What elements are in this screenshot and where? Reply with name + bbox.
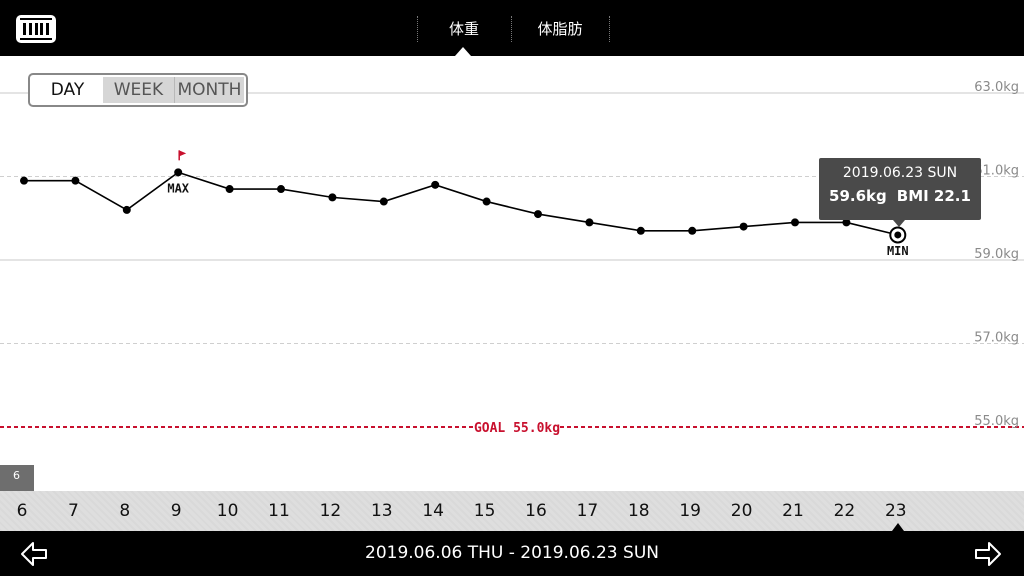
tooltip-date: 2019.06.23 SUN xyxy=(842,165,958,181)
x-tick-label[interactable]: 14 xyxy=(422,501,444,521)
data-point xyxy=(534,210,542,219)
data-point xyxy=(379,197,388,206)
x-tick-label[interactable]: 20 xyxy=(730,501,753,521)
top-bar: 体重 体脂肪 xyxy=(0,0,1024,56)
tab-weight[interactable]: 体重 xyxy=(448,19,479,38)
app-logo-icon[interactable] xyxy=(16,15,56,43)
data-point xyxy=(277,185,285,194)
period-week-button[interactable]: WEEK xyxy=(102,77,175,103)
weight-series-line xyxy=(24,171,898,236)
data-point xyxy=(431,180,440,189)
x-tick-label[interactable]: 16 xyxy=(525,501,547,521)
goal-label-bg xyxy=(474,418,560,435)
goal-label: GOAL 55.0kg xyxy=(474,421,560,436)
first-day-badge: 6 xyxy=(0,465,34,491)
x-tick-label[interactable]: 15 xyxy=(473,501,496,521)
data-point xyxy=(174,168,183,177)
tooltip-weight: 59.6kg xyxy=(829,187,887,205)
data-point xyxy=(739,222,748,231)
arrow-left-icon[interactable] xyxy=(20,541,48,567)
max-label: MAX xyxy=(167,181,189,195)
data-point xyxy=(585,218,594,227)
x-tick-label[interactable]: 22 xyxy=(833,501,856,521)
max-flag-icon xyxy=(179,150,187,157)
period-selector: DAY WEEK MONTH xyxy=(28,73,248,107)
x-tick-label[interactable]: 17 xyxy=(576,501,599,521)
tooltip-pointer xyxy=(893,220,905,227)
x-tick-label[interactable]: 23 xyxy=(884,501,907,521)
x-tick-label[interactable]: 21 xyxy=(782,501,804,521)
min-label: MIN xyxy=(887,244,909,258)
data-point xyxy=(636,226,645,235)
tab-bar: 体重 体脂肪 xyxy=(417,0,610,56)
x-tick-label[interactable]: 18 xyxy=(627,501,650,521)
data-point xyxy=(71,176,80,185)
y-tick-label: 59.0kg xyxy=(974,247,1019,262)
tab-separator xyxy=(609,16,610,42)
x-tick-label[interactable]: 19 xyxy=(679,501,701,521)
data-point xyxy=(688,226,697,235)
y-tick-label: 55.0kg xyxy=(974,414,1019,429)
data-point xyxy=(791,218,799,227)
selected-point-tooltip: 2019.06.23 SUN 59.6kg BMI 22.1 xyxy=(819,158,981,220)
bottom-bar: 2019.06.06 THU - 2019.06.23 SUN xyxy=(0,531,1024,576)
date-range-label: 2019.06.06 THU - 2019.06.23 SUN xyxy=(365,543,659,563)
x-tick-label[interactable]: 9 xyxy=(170,501,182,521)
x-tick-label[interactable]: 12 xyxy=(319,501,342,521)
arrow-right-icon[interactable] xyxy=(974,541,1002,567)
x-tick-label[interactable]: 13 xyxy=(370,501,393,521)
x-tick-label[interactable]: 10 xyxy=(216,501,239,521)
data-point xyxy=(482,197,491,206)
weight-chart: 63.0kg 61.0kg 59.0kg 57.0kg 55.0kg GOAL 55.0k… xyxy=(0,80,1024,436)
data-point xyxy=(225,185,234,194)
tab-separator xyxy=(511,16,512,42)
y-tick-label: 57.0kg xyxy=(974,331,1019,346)
x-tick-label[interactable]: 11 xyxy=(268,501,290,521)
data-point xyxy=(20,176,28,185)
tab-body-fat[interactable]: 体脂肪 xyxy=(537,19,583,38)
y-tick-label: 63.0kg xyxy=(974,80,1019,95)
tooltip-bmi: BMI 22.1 xyxy=(896,187,971,205)
data-point xyxy=(842,218,851,227)
data-point xyxy=(122,205,131,214)
selected-date-indicator xyxy=(892,523,904,531)
tab-separator xyxy=(417,16,418,42)
x-tick-label[interactable]: 7 xyxy=(67,501,79,521)
period-day-button[interactable]: DAY xyxy=(32,77,103,103)
y-tick-label: 61.0kg xyxy=(974,164,1019,179)
selected-data-point xyxy=(894,231,902,239)
period-month-button[interactable]: MONTH xyxy=(174,77,244,103)
active-tab-indicator xyxy=(455,47,471,56)
x-tick-label[interactable]: 8 xyxy=(119,501,131,521)
date-axis[interactable]: 6 7 8 9 10 11 12 13 14 15 16 17 18 19 20 21 22 23 xyxy=(0,491,1024,531)
x-tick-label[interactable]: 6 xyxy=(16,501,28,521)
data-point xyxy=(328,193,337,202)
